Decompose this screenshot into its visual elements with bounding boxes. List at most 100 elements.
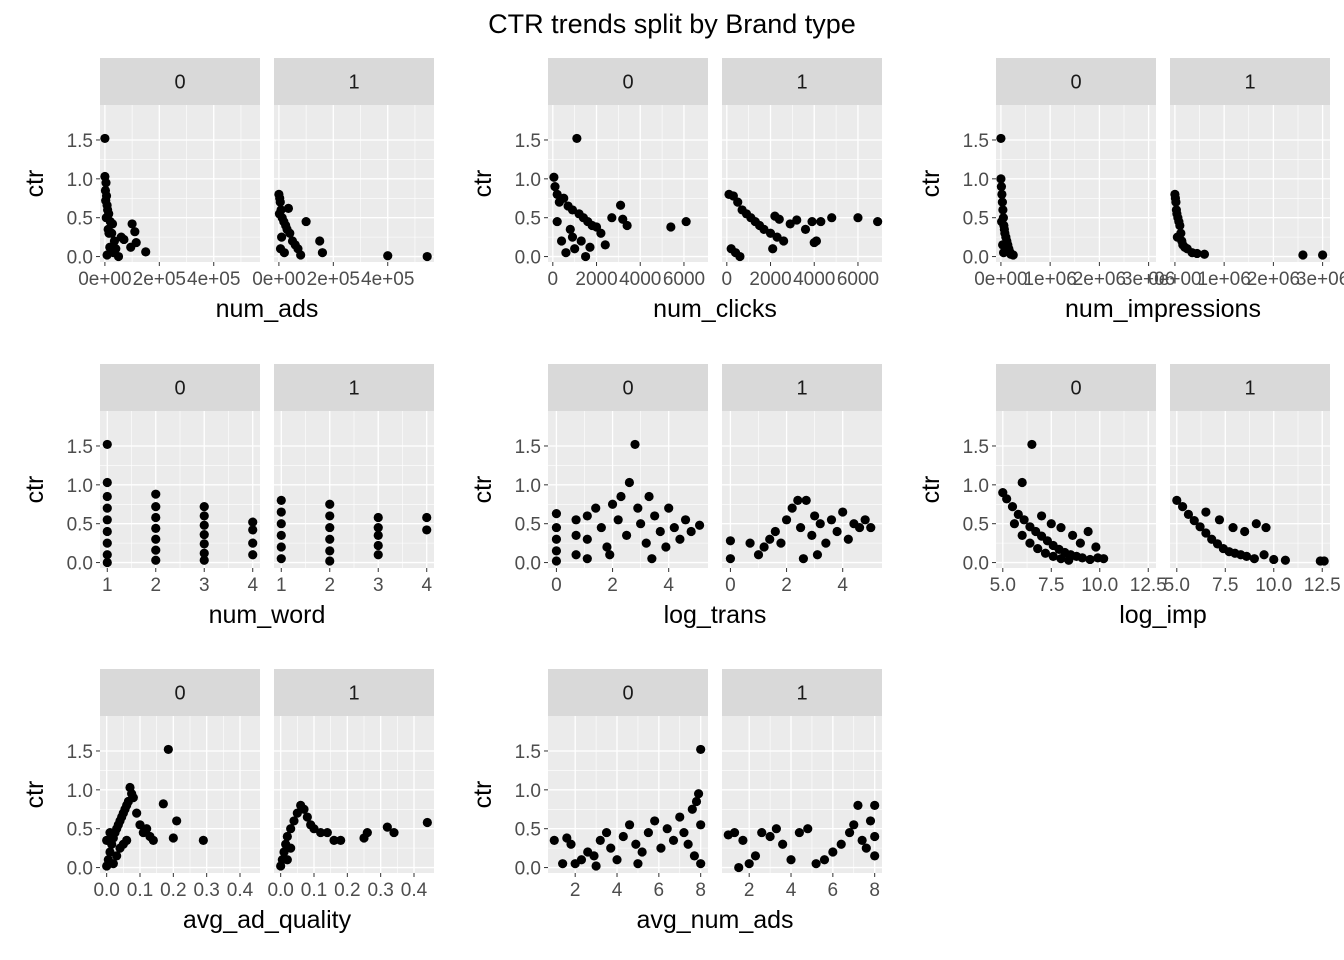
- y-tick-label: 0.5: [67, 209, 93, 230]
- x-axis-title: avg_num_ads: [636, 906, 793, 934]
- data-point: [687, 804, 697, 814]
- data-point: [798, 554, 809, 564]
- data-point: [286, 843, 296, 853]
- data-point: [633, 859, 643, 869]
- data-point: [832, 526, 842, 537]
- facet-label: 0: [174, 683, 185, 705]
- y-tick-label: 0.5: [67, 515, 93, 536]
- data-point: [656, 843, 666, 853]
- data-point: [733, 197, 743, 207]
- data-point: [551, 508, 562, 519]
- data-point: [102, 557, 112, 568]
- data-point: [325, 556, 335, 566]
- data-point: [299, 804, 309, 814]
- y-axis-title: ctr: [469, 781, 497, 809]
- x-tick-label: 7.5: [1038, 575, 1064, 596]
- data-point: [1319, 556, 1329, 566]
- data-point: [283, 203, 294, 213]
- y-tick-label: 0.5: [515, 209, 541, 230]
- data-point: [1077, 553, 1087, 563]
- data-point: [1178, 501, 1188, 512]
- data-point: [843, 534, 853, 544]
- data-point: [362, 827, 372, 838]
- data-point: [248, 550, 258, 560]
- data-point: [336, 835, 346, 845]
- data-point: [641, 538, 651, 548]
- data-point: [668, 835, 679, 845]
- data-point: [745, 538, 755, 548]
- data-point: [1171, 197, 1181, 207]
- data-point: [276, 507, 286, 517]
- data-point: [552, 216, 562, 227]
- data-point: [373, 540, 383, 551]
- x-tick-label: 8: [869, 880, 880, 901]
- data-point: [793, 495, 803, 505]
- data-point: [675, 812, 685, 822]
- data-point: [811, 236, 822, 246]
- data-point: [422, 525, 432, 535]
- facet-label: 0: [622, 72, 633, 94]
- data-point: [151, 512, 161, 523]
- data-point: [694, 520, 705, 530]
- data-point: [636, 519, 646, 529]
- data-point: [199, 555, 209, 565]
- x-axis-title: avg_ad_quality: [183, 906, 352, 934]
- data-point: [812, 550, 823, 560]
- data-point: [1269, 554, 1279, 565]
- data-point: [248, 525, 258, 535]
- data-point: [870, 831, 880, 842]
- x-tick-label: 0.3: [367, 880, 393, 901]
- data-point: [551, 546, 562, 556]
- data-point: [774, 214, 784, 224]
- data-point: [1002, 494, 1012, 504]
- x-tick-label: 0.2: [334, 880, 360, 901]
- data-point: [551, 534, 562, 544]
- x-tick-label: 0: [548, 269, 559, 290]
- y-tick-label: 1.0: [515, 170, 541, 191]
- data-point: [317, 248, 328, 258]
- data-point: [151, 489, 161, 499]
- data-point: [616, 491, 626, 502]
- data-point: [565, 224, 575, 234]
- data-point: [998, 240, 1008, 250]
- data-point: [277, 232, 287, 242]
- y-tick-label: 1.5: [67, 131, 93, 152]
- data-point: [606, 843, 616, 853]
- facet-strip: [996, 58, 1156, 105]
- data-point: [383, 251, 393, 261]
- x-tick-label: 12.5: [1304, 575, 1341, 596]
- y-tick-label: 1.5: [963, 131, 989, 152]
- x-tick-label: 3e+06: [1122, 269, 1175, 290]
- y-tick-label: 0.5: [963, 515, 989, 536]
- data-point: [591, 503, 601, 513]
- data-point: [1251, 519, 1261, 529]
- x-tick-label: 0e+00: [1148, 269, 1201, 290]
- chart-avg_ad_quality: 0 0.0 0.1 0.2 0.3 0.4 1 0.0 0.1 0.2 0.3 0.4 0.0 0.5 1.…: [21, 669, 434, 934]
- data-point: [765, 831, 775, 842]
- data-point: [744, 859, 754, 869]
- data-point: [844, 827, 855, 838]
- data-point: [595, 835, 605, 845]
- data-point: [550, 182, 560, 192]
- data-point: [621, 530, 632, 540]
- data-point: [607, 213, 617, 223]
- y-tick-label: 1.0: [963, 170, 989, 191]
- data-point: [148, 835, 158, 845]
- data-point: [422, 512, 432, 523]
- data-point: [102, 439, 112, 450]
- data-point: [691, 796, 702, 807]
- x-tick-label: 2: [607, 575, 618, 596]
- data-point: [276, 519, 286, 529]
- x-tick-label: 2e+05: [133, 269, 186, 290]
- x-tick-label: 8: [695, 880, 706, 901]
- data-point: [113, 251, 124, 262]
- y-tick-label: 1.0: [515, 781, 541, 802]
- data-point: [561, 248, 571, 258]
- data-point: [838, 507, 848, 517]
- data-point: [1019, 515, 1029, 525]
- data-point: [102, 491, 112, 502]
- data-point: [102, 250, 112, 260]
- data-point: [696, 820, 706, 830]
